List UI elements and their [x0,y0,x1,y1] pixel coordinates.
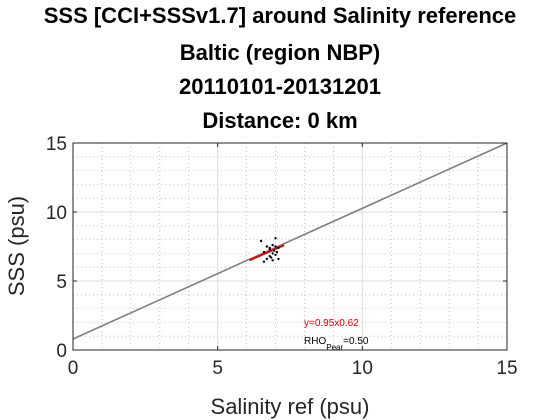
data-point [274,245,277,248]
ticks: 0 5 10 15 0 5 10 15 [46,134,518,379]
data-point [271,259,274,262]
data-point [265,245,269,248]
fit-equation-label: y=0.95x0.62 [304,318,359,329]
data-point [262,250,266,254]
data-point [262,260,266,263]
data-point [277,246,280,250]
data-point [268,248,271,251]
y-tick-label: 5 [56,272,67,293]
rho-value: =0.50 [343,336,369,347]
data-point [271,252,274,255]
chart-title-line-1: SSS [CCI+SSSv1.7] around Salinity refere… [43,3,517,28]
grid [73,143,507,350]
identity-line [72,142,508,340]
data-point [265,257,269,261]
x-tick-label: 10 [352,358,373,379]
plot-frame [72,142,508,351]
data-point [275,250,279,254]
data-point [259,239,263,243]
x-tick-label: 5 [212,358,223,379]
data-point [274,237,277,240]
y-tick-label: 10 [46,203,67,224]
data-point [271,243,274,247]
y-axis-label: SSS (psu) [4,196,29,296]
plot-area [73,143,507,350]
x-tick-label: 15 [496,358,517,379]
x-tick-label: 0 [68,358,79,379]
x-axis-label: Salinity ref (psu) [211,394,370,419]
data-point [274,253,277,256]
data-point [277,257,280,261]
data-point [269,256,273,259]
chart-title-line-2: Baltic (region NBP) [179,40,381,65]
y-tick-label: 0 [56,341,67,362]
y-tick-label: 15 [46,134,67,155]
chart-title-line-3: 20110101-20131201 [179,74,381,99]
rho-subscript: Pear [326,343,343,352]
rho-text: RHO [304,336,326,347]
chart-title-line-4: Distance: 0 km [202,108,358,133]
rho-label: RHOPear=0.50 [304,336,369,352]
data-points [259,237,280,263]
data-point [272,249,276,252]
